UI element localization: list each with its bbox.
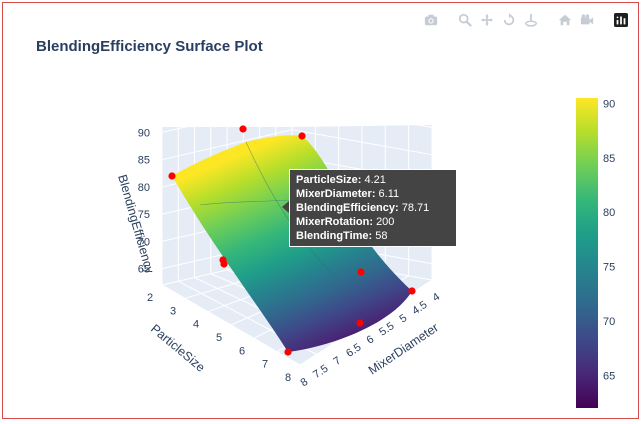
- y-tick-label: 7.5: [311, 363, 330, 382]
- colorbar-gradient: [576, 98, 598, 408]
- colorbar-tick-label: 90: [603, 98, 615, 110]
- scatter-point[interactable]: [357, 268, 365, 276]
- z-axis-title: BlendingEfficiency: [115, 173, 157, 276]
- colorbar: 65 70 75 80 85 90: [576, 98, 615, 408]
- hover-tooltip: ParticleSize: 4.21 MixerDiameter: 6.11 B…: [289, 169, 457, 247]
- y-tick-label: 4.5: [410, 299, 429, 318]
- colorbar-tick-label: 80: [603, 207, 615, 219]
- z-tick-label: 80: [138, 182, 150, 194]
- scatter-markers[interactable]: [168, 125, 416, 356]
- x-tick-label: 3: [170, 305, 176, 317]
- scatter-point[interactable]: [298, 132, 306, 140]
- plotly-logo-icon[interactable]: [613, 12, 629, 28]
- colorbar-tick-label: 85: [603, 153, 615, 165]
- scatter-point[interactable]: [356, 319, 364, 327]
- hover-row-particle: ParticleSize: 4.21: [296, 174, 386, 186]
- scatter-point[interactable]: [408, 287, 416, 295]
- scatter-point[interactable]: [284, 348, 292, 356]
- y-tick-label: 8: [298, 376, 310, 389]
- scatter-point[interactable]: [168, 172, 176, 180]
- y-tick-label: 6.5: [344, 341, 363, 360]
- x-tick-label: 5: [216, 332, 222, 344]
- y-tick-label: 5: [397, 312, 409, 325]
- z-tick-label: 85: [138, 155, 150, 167]
- z-axis-ticks: 65 70 75 80 85 90: [138, 127, 150, 275]
- hover-row-efficiency: BlendingEfficiency: 78.71: [296, 202, 430, 214]
- y-tick-label: 7: [331, 355, 343, 368]
- turntable-icon[interactable]: [523, 12, 539, 28]
- camera-view-icon[interactable]: [579, 12, 595, 28]
- hover-row-rotation: MixerRotation: 200: [296, 216, 395, 228]
- z-tick-label: 75: [138, 209, 150, 221]
- pan-icon[interactable]: [479, 12, 495, 28]
- colorbar-tick-label: 65: [603, 370, 615, 382]
- x-tick-label: 7: [262, 359, 268, 371]
- x-tick-label: 2: [147, 292, 153, 304]
- z-tick-label: 90: [138, 127, 150, 139]
- x-axis-ticks: 2 3 4 5 6 7 8: [147, 292, 291, 384]
- y-tick-label: 4: [430, 291, 442, 304]
- x-tick-label: 4: [193, 319, 199, 331]
- x-tick-label: 8: [285, 372, 291, 384]
- colorbar-tick-label: 70: [603, 316, 615, 328]
- hover-arrow: [282, 201, 289, 213]
- colorbar-tick-label: 75: [603, 262, 615, 274]
- gridline-y: [161, 127, 301, 366]
- y-tick-label: 5.5: [377, 320, 396, 339]
- orbit-icon[interactable]: [501, 12, 517, 28]
- zoom-icon[interactable]: [457, 12, 473, 28]
- z-tick-label: 65: [138, 264, 150, 276]
- modebar: [423, 12, 629, 28]
- scatter-point[interactable]: [239, 125, 247, 133]
- colorbar-ticks: 65 70 75 80 85 90: [603, 98, 615, 382]
- hover-row-diameter: MixerDiameter: 6.11: [296, 188, 400, 200]
- z-tick-label: 70: [138, 236, 150, 248]
- scatter-point[interactable]: [220, 260, 228, 268]
- surface-contour: [245, 141, 341, 281]
- y-tick-label: 6: [364, 333, 376, 346]
- home-icon[interactable]: [557, 12, 573, 28]
- x-tick-label: 6: [239, 345, 245, 357]
- y-axis-ticks: 44.555.566.577.58: [298, 291, 442, 389]
- camera-icon[interactable]: [423, 12, 439, 28]
- hover-row-time: BlendingTime: 58: [296, 230, 388, 242]
- chart-title: BlendingEfficiency Surface Plot: [36, 38, 263, 55]
